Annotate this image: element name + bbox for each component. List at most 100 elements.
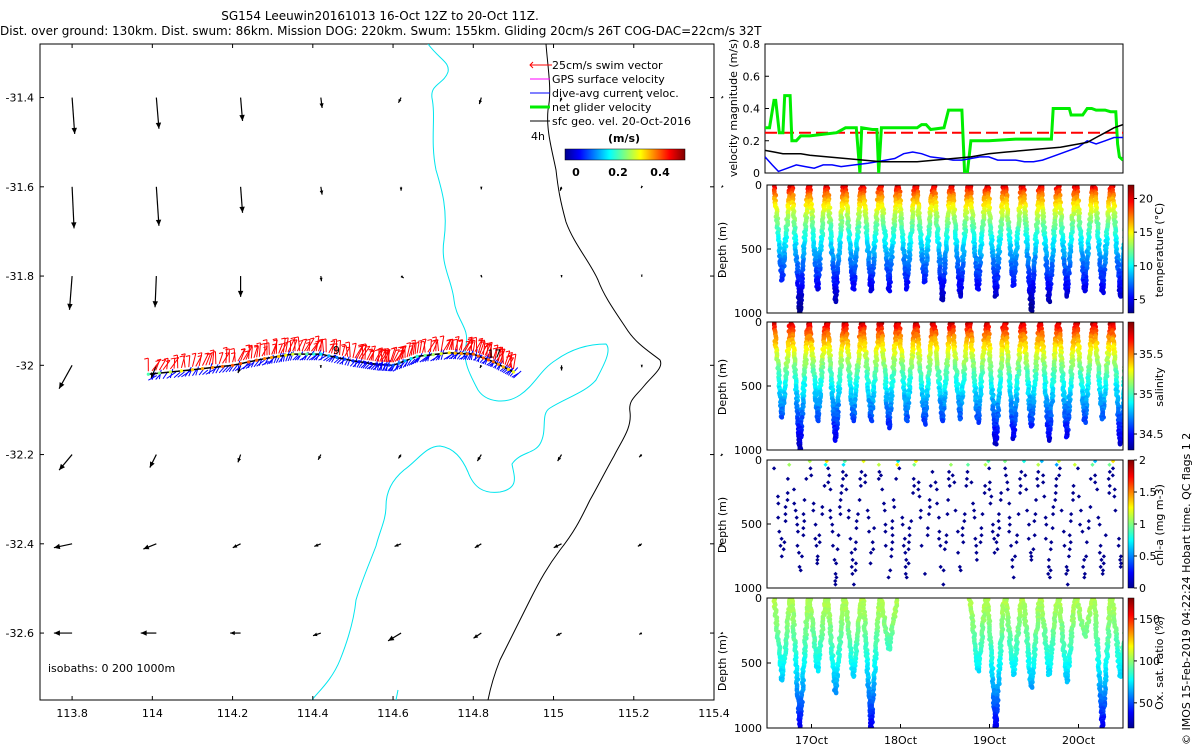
geo-velocity-arrow xyxy=(71,186,77,229)
section-sample xyxy=(868,288,873,294)
swim-vector-head xyxy=(179,355,184,358)
swim-vector-head xyxy=(480,339,485,342)
swim-vector-head xyxy=(248,344,253,347)
section-sample xyxy=(1122,222,1123,224)
swim-vector xyxy=(472,340,476,352)
section-sample xyxy=(1124,214,1129,219)
swim-vector xyxy=(155,360,160,371)
section-sample xyxy=(1047,299,1053,305)
track-speed-dot xyxy=(491,360,495,364)
track-speed-dot xyxy=(431,352,435,357)
swim-vector-head xyxy=(505,350,510,353)
track-speed-dot xyxy=(501,365,505,369)
dac-vector xyxy=(341,356,345,365)
track-speed-dot xyxy=(351,359,355,363)
track-dive-label: 17 xyxy=(487,347,501,360)
track-speed-dot xyxy=(220,364,225,369)
swim-vector-head xyxy=(411,339,416,342)
geo-velocity-arrow xyxy=(230,630,241,636)
dac-vector xyxy=(408,358,416,366)
swim-vector-head xyxy=(144,357,149,360)
section-sample xyxy=(851,418,857,424)
dac-vector xyxy=(192,369,198,377)
geo-velocity-arrow xyxy=(71,97,77,134)
geo-velocity-arrow xyxy=(319,186,324,195)
geo-velocity-arrow xyxy=(721,185,724,188)
section-sample xyxy=(905,418,910,424)
geo-velocity-arrow xyxy=(559,186,563,191)
swim-vector xyxy=(389,347,396,363)
map-xtick-label: 114.4 xyxy=(297,707,329,720)
map-ytick-label: -32 xyxy=(16,359,34,372)
geo-velocity-arrow xyxy=(557,454,563,462)
swim-vector xyxy=(482,341,486,356)
geo-velocity-arrow xyxy=(640,364,643,368)
swim-vector-head xyxy=(245,344,250,347)
track-speed-dot xyxy=(327,354,331,358)
geo-velocity-arrow xyxy=(478,97,483,105)
section-sample xyxy=(1124,215,1129,220)
swim-vector xyxy=(423,341,426,353)
depth-tick-label: 500 xyxy=(741,243,762,256)
geo-velocity-arrow xyxy=(640,185,644,189)
dac-vector xyxy=(181,370,191,378)
legend-swim-vector: 25cm/s swim vector xyxy=(552,59,663,72)
swim-vector xyxy=(429,339,432,352)
geo-velocity-arrow xyxy=(560,365,564,371)
swim-vector xyxy=(183,355,186,368)
geo-velocity-arrow xyxy=(397,454,402,459)
swim-vector-head xyxy=(362,344,368,347)
swim-vector xyxy=(436,339,440,352)
track-speed-dot xyxy=(157,371,161,375)
swim-vector-head xyxy=(352,342,357,345)
geo-velocity-arrow xyxy=(155,97,162,129)
geo-velocity-arrow xyxy=(239,186,245,213)
map-panel: 9 17 113.8 114 114.2 114.4 114.6 114.8 115 115.2… xyxy=(6,43,730,720)
swim-vector-head xyxy=(493,344,499,347)
dac-vector xyxy=(301,354,307,361)
section-sample xyxy=(1028,424,1034,429)
geo-velocity-arrow xyxy=(237,454,242,463)
swim-vector-head xyxy=(365,345,371,348)
section-sample xyxy=(976,420,981,426)
map-xtick-label: 115.2 xyxy=(618,707,650,720)
dac-vector xyxy=(292,353,300,361)
swim-vector-head xyxy=(392,346,397,349)
dac-vector xyxy=(404,359,409,368)
section-colorbar xyxy=(1127,184,1135,314)
swim-vector xyxy=(427,339,437,353)
velocity-panel: 00.20.40.60.8 velocity magnitude (m/s) xyxy=(727,38,1124,180)
track-speed-dot xyxy=(291,352,295,356)
geo-velocity-arrow xyxy=(58,454,73,471)
temperature-ylabel: Depth (m) xyxy=(716,222,729,278)
swim-vector xyxy=(188,355,191,368)
swim-vector-head xyxy=(260,342,265,345)
geo-velocity-arrow xyxy=(58,365,73,389)
swim-vector-head xyxy=(433,339,438,342)
geo-velocity-arrow xyxy=(640,274,643,277)
track-speed-dot xyxy=(305,352,309,356)
geo-velocity-arrow xyxy=(387,632,402,642)
geo-velocity-arrow xyxy=(319,365,323,368)
swim-vector-head xyxy=(468,336,473,339)
swim-vector-head xyxy=(417,339,422,342)
velocity-series xyxy=(765,94,1123,173)
track-speed-dot xyxy=(200,367,205,371)
section-sample xyxy=(887,425,892,431)
track-speed-dot xyxy=(481,356,485,360)
dac-vector xyxy=(497,362,502,371)
swim-vector xyxy=(401,346,404,359)
swim-vector-head xyxy=(511,353,516,356)
track-speed-dot xyxy=(277,354,281,358)
section-sample xyxy=(1122,231,1123,233)
swim-vector xyxy=(462,340,471,351)
swim-vector-head xyxy=(507,354,512,357)
track-speed-dot xyxy=(284,353,288,357)
swim-vector-head xyxy=(290,337,295,340)
geo-velocity-arrow xyxy=(314,543,322,547)
geo-velocity-arrow xyxy=(394,543,402,547)
geo-velocity-arrow xyxy=(720,453,724,457)
map-xtick-label: 114.8 xyxy=(458,707,490,720)
track-speed-dot xyxy=(270,355,274,360)
